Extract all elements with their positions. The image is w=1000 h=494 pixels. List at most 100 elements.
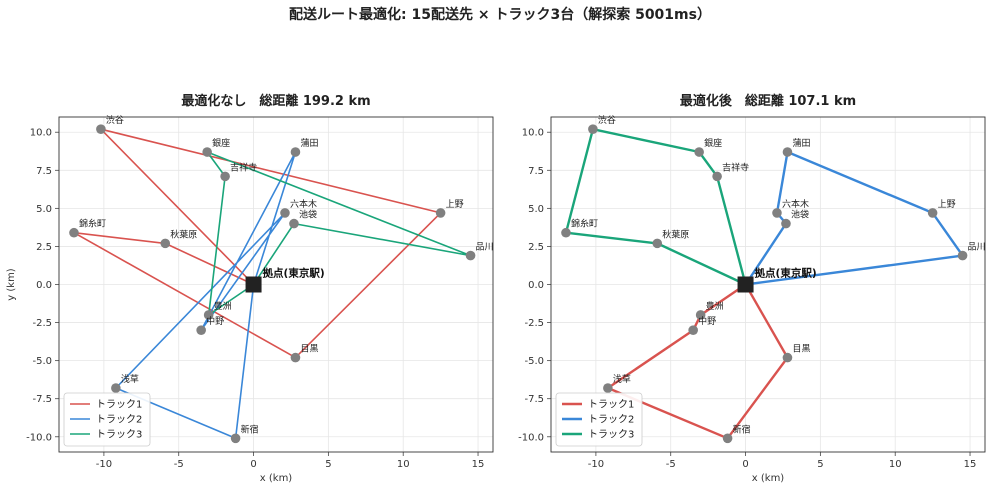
x-axis-label: x (km) [260, 473, 293, 484]
stop-marker [69, 227, 79, 238]
stop-marker [289, 218, 299, 229]
stop-label: 目黒 [300, 344, 318, 355]
stop-label: 上野 [446, 199, 464, 210]
stop-marker [280, 208, 290, 218]
stop-marker [96, 124, 106, 134]
stop-marker [220, 171, 230, 182]
route-line-truck-1 [73, 128, 442, 359]
y-tick-label: -7.5 [524, 394, 544, 405]
stop-marker [694, 147, 704, 157]
stop-marker [688, 325, 698, 335]
depot-label: 拠点(東京駅) [755, 267, 817, 280]
y-tick-label: 10.0 [30, 128, 52, 139]
stop-marker [772, 208, 782, 218]
stop-label: 秋葉原 [170, 228, 197, 240]
route-line-truck-2 [744, 150, 964, 286]
stop-label: 銀座 [704, 137, 722, 149]
stop-marker [957, 250, 968, 261]
stop-marker [603, 383, 613, 393]
stop-label: 新宿 [241, 423, 259, 435]
stop-marker [203, 310, 214, 320]
y-tick-label: -2.5 [32, 318, 52, 329]
y-tick-label: 10.0 [522, 128, 544, 139]
stop-marker [722, 433, 733, 444]
plot-frame [550, 116, 986, 453]
stop-marker [781, 218, 791, 229]
stop-label: 浅草 [613, 373, 631, 385]
y-tick-label: 5.0 [528, 204, 544, 215]
x-tick-label: -10 [588, 459, 604, 470]
stop-marker [782, 352, 793, 363]
legend-label-truck-1: トラック1 [588, 399, 634, 411]
stop-label: 六本木 [290, 198, 317, 210]
y-tick-label: 5.0 [36, 204, 52, 215]
y-axis-label: y (km) [6, 268, 17, 301]
stop-label: 秋葉原 [662, 228, 689, 240]
x-axis-label: x (km) [752, 473, 785, 484]
stop-label: 池袋 [299, 209, 317, 221]
legend-box [555, 392, 643, 447]
stop-marker [782, 147, 793, 157]
plot-frame [58, 116, 494, 453]
stop-marker [290, 352, 301, 363]
figure-suptitle: 配送ルート最適化: 15配送先 × トラック3台（解探索 5001ms） [289, 6, 711, 23]
x-tick-label: -5 [666, 459, 676, 470]
legend-box [63, 392, 151, 447]
stop-marker [712, 171, 722, 182]
stop-marker [561, 227, 571, 238]
legend: トラック1 トラック2 トラック3 [63, 392, 151, 447]
stop-label: 池袋 [791, 209, 809, 221]
stop-marker [435, 208, 446, 218]
x-tick-label: -5 [174, 459, 184, 470]
stop-marker [927, 208, 938, 218]
x-tick-label: 5 [325, 459, 331, 470]
chart-panel-unoptimized: 最適化なし 総距離 199.2 km -10 -5 0 5 10 15 -10.0 -7.5 -5… [6, 93, 494, 484]
stop-label: 品川 [476, 242, 494, 253]
stop-marker [196, 325, 206, 335]
stop-label: 渋谷 [598, 114, 616, 126]
stop-marker [160, 238, 171, 249]
x-tick-label: 15 [472, 459, 485, 470]
depot-marker [737, 276, 754, 293]
stop-label: 中野 [698, 315, 716, 327]
x-tick-label: 0 [742, 459, 748, 470]
stop-label: 銀座 [212, 137, 230, 149]
stop-label: 蒲田 [792, 137, 810, 149]
y-tick-label: 2.5 [36, 242, 52, 253]
stop-marker [202, 147, 212, 157]
stop-marker [111, 383, 121, 393]
y-tick-label: -10.0 [26, 432, 52, 443]
chart-title: 最適化後 総距離 107.1 km [680, 93, 856, 109]
stop-label: 蒲田 [300, 137, 318, 149]
x-tick-label: 10 [889, 459, 902, 470]
x-tick-label: 0 [250, 459, 256, 470]
x-tick-label: 5 [817, 459, 823, 470]
depot-label: 拠点(東京駅) [263, 267, 325, 280]
stop-label: 上野 [938, 199, 956, 210]
stop-label: 品川 [968, 242, 986, 253]
chart-panel-optimized: 最適化後 総距離 107.1 km -10 -5 0 5 10 15 -10.0 -7.5 -5.… [518, 93, 985, 484]
stop-marker [230, 433, 241, 444]
legend-label-truck-2: トラック2 [96, 414, 142, 426]
stop-marker [588, 124, 598, 134]
legend-label-truck-1: トラック1 [96, 399, 142, 411]
y-tick-label: 7.5 [36, 166, 52, 177]
x-tick-label: -10 [96, 459, 112, 470]
stop-label: 錦糸町 [79, 218, 106, 230]
y-tick-label: -7.5 [32, 394, 52, 405]
y-tick-label: -10.0 [518, 432, 544, 443]
stop-label: 錦糸町 [571, 218, 598, 230]
stop-marker [465, 250, 476, 261]
stop-label: 豊洲 [706, 300, 724, 312]
y-tick-label: 2.5 [528, 242, 544, 253]
stop-label: 中野 [206, 315, 224, 327]
stop-label: 豊洲 [214, 300, 232, 312]
legend-label-truck-3: トラック3 [588, 429, 634, 441]
stop-marker [695, 310, 706, 320]
chart-title: 最適化なし 総距離 199.2 km [181, 93, 370, 109]
stop-marker [652, 238, 663, 249]
depot-marker [245, 276, 262, 293]
stop-label: 吉祥寺 [230, 161, 257, 173]
